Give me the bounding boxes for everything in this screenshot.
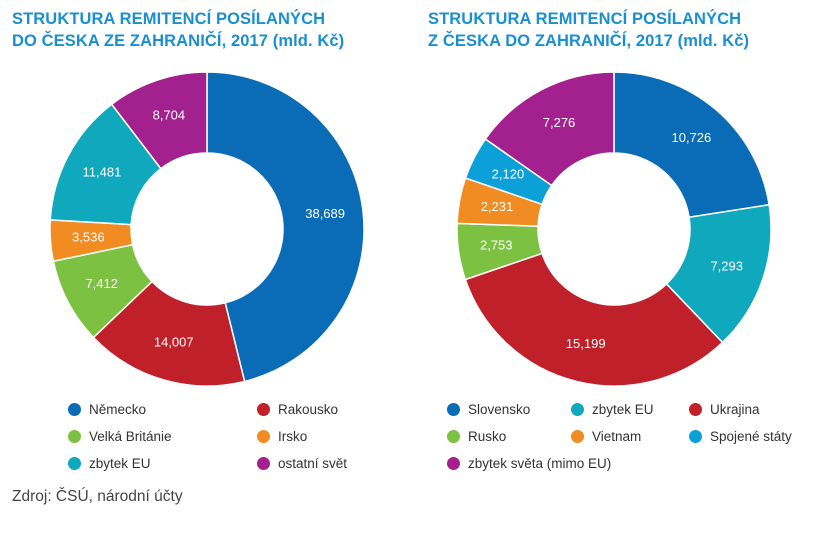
legend-swatch xyxy=(447,429,460,443)
legend-swatch xyxy=(447,456,460,470)
legend-item-outflow-zbytek-eu: zbytek EU xyxy=(571,400,654,418)
data-label-outflow-ukrajina: 15,199 xyxy=(566,336,606,351)
chart-title-left: STRUKTURA REMITENCÍ POSÍLANÝCH DO ČESKA … xyxy=(12,8,344,52)
data-label-outflow-zbytek-eu: 7,293 xyxy=(710,259,743,274)
legend-label: Rusko xyxy=(468,428,507,444)
legend-label: Německo xyxy=(89,401,147,417)
legend-swatch xyxy=(68,429,81,443)
legend-item-outflow-vietnam: Vietnam xyxy=(571,427,641,445)
data-label-inflow-velka-britanie: 7,412 xyxy=(85,276,118,291)
legend-item-outflow-ukrajina: Ukrajina xyxy=(689,400,760,418)
legend-item-inflow-zbytek-eu: zbytek EU xyxy=(68,454,151,472)
legend-item-outflow-spojene-staty: Spojené státy xyxy=(689,427,792,445)
data-label-outflow-rusko: 2,753 xyxy=(480,238,513,253)
data-label-inflow-zbytek-eu: 11,481 xyxy=(83,165,122,180)
legend-label: Ukrajina xyxy=(710,401,760,417)
data-label-outflow-slovensko: 10,726 xyxy=(671,130,711,145)
legend-swatch xyxy=(689,402,702,416)
data-label-inflow-rakousko: 14,007 xyxy=(154,335,194,350)
slice-inflow-ostatni-svet xyxy=(110,71,208,170)
legend-item-inflow-irsko: Irsko xyxy=(257,427,307,445)
legend-swatch xyxy=(689,429,702,443)
chart-title-right: STRUKTURA REMITENCÍ POSÍLANÝCH Z ČESKA D… xyxy=(428,8,749,52)
legend-label: ostatní svět xyxy=(278,455,348,471)
data-label-inflow-irsko: 3,536 xyxy=(72,229,105,244)
legend-label: Vietnam xyxy=(592,428,642,444)
slice-outflow-slovensko xyxy=(613,71,770,219)
chart-title-left-line-1: STRUKTURA REMITENCÍ POSÍLANÝCH xyxy=(12,10,326,28)
legend-item-outflow-rusko: Rusko xyxy=(447,427,506,445)
legend-swatch xyxy=(68,456,81,470)
chart-title-left-line-2: DO ČESKA ZE ZAHRANIČÍ, 2017 (mld. Kč) xyxy=(12,32,345,50)
legend-label: Irsko xyxy=(278,428,308,444)
slice-outflow-ukrajina xyxy=(464,252,724,387)
legend-label: Velká Británie xyxy=(89,428,172,444)
legend-swatch xyxy=(68,402,81,416)
legend-label: zbytek EU xyxy=(592,401,654,417)
data-label-outflow-vietnam: 2,231 xyxy=(481,199,514,214)
legend-label: Slovensko xyxy=(468,401,531,417)
slice-inflow-rakousko xyxy=(92,280,246,387)
legend-label: Spojené státy xyxy=(710,428,792,444)
data-label-inflow-nemecko: 38,689 xyxy=(305,206,345,221)
legend-swatch xyxy=(571,429,584,443)
chart-title-right-line-1: STRUKTURA REMITENCÍ POSÍLANÝCH xyxy=(428,10,742,28)
legend-swatch xyxy=(257,429,270,443)
legend-swatch xyxy=(257,402,270,416)
source-note: Zdroj: ČSÚ, národní účty xyxy=(12,488,183,505)
legend-swatch xyxy=(257,456,270,470)
data-label-outflow-spojene-staty: 2,120 xyxy=(492,167,525,182)
legend-swatch xyxy=(447,402,460,416)
slice-outflow-zbytek-sveta-mimo-eu xyxy=(484,71,615,187)
legend-item-inflow-nemecko: Německo xyxy=(68,400,146,418)
legend-item-inflow-rakousko: Rakousko xyxy=(257,400,338,418)
legend-label: Rakousko xyxy=(278,401,339,417)
legend-label: zbytek světa (mimo EU) xyxy=(468,455,612,471)
legend-label: zbytek EU xyxy=(89,455,151,471)
legend-swatch xyxy=(571,402,584,416)
chart-title-right-line-2: Z ČESKA DO ZAHRANIČÍ, 2017 (mld. Kč) xyxy=(428,32,750,50)
slice-inflow-nemecko xyxy=(206,71,365,383)
data-label-inflow-ostatni-svet: 8,704 xyxy=(153,108,186,123)
legend-item-inflow-velka-britanie: Velká Británie xyxy=(68,427,172,445)
legend-item-outflow-slovensko: Slovensko xyxy=(447,400,530,418)
data-label-outflow-zbytek-sveta-mimo-eu: 7,276 xyxy=(543,115,576,130)
legend-item-outflow-zbytek-sveta-mimo-eu: zbytek světa (mimo EU) xyxy=(447,454,611,472)
legend-item-inflow-ostatni-svet: ostatní svět xyxy=(257,454,347,472)
